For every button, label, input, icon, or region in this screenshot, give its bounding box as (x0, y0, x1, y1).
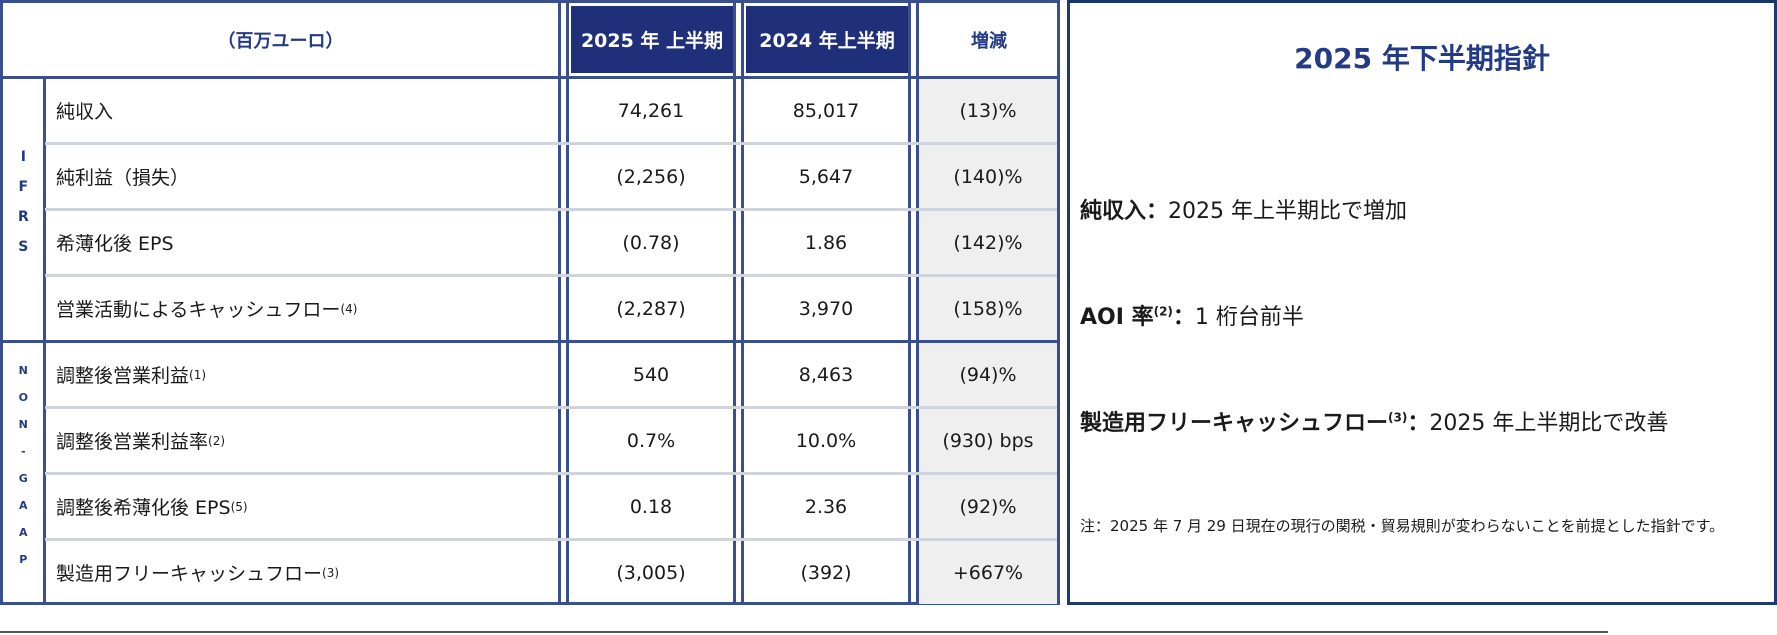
results-table: （百万ユーロ） 2025 年 上半期 2024 年上半期 増減 IFRS NON… (0, 0, 1060, 605)
nongaap-label-text: NON-GAAP (16, 364, 30, 580)
row-label: 調整後営業利益 (1) (46, 343, 558, 406)
table-row: 純収入 74,261 85,017 (13)% (3, 79, 1057, 142)
guidance-label: 純収入 (1080, 199, 1147, 224)
change-value: +667% (919, 541, 1057, 604)
current-period-value: (3,005) (616, 561, 686, 584)
change-value: (92)% (919, 475, 1057, 538)
prior-period-header: 2024 年上半期 (746, 6, 908, 73)
table-header-row: （百万ユーロ） 2025 年 上半期 2024 年上半期 増減 (3, 3, 1057, 76)
row-label-text: 調整後営業利益率 (56, 431, 209, 453)
bottom-divider (0, 631, 1608, 633)
guidance-item-aoi: AOI 率(2)：1 桁台前半 (1080, 299, 1304, 331)
row-label: 営業活動によるキャッシュフロー (4) (46, 277, 558, 340)
current-period-value: (2,287) (616, 297, 686, 320)
current-period-value: 74,261 (617, 99, 685, 122)
prior-period-value: 5,647 (798, 165, 854, 188)
guidance-text: 1 桁台前半 (1194, 305, 1304, 330)
guidance-colon: ： (1146, 199, 1169, 224)
current-period-value: 0.18 (629, 495, 673, 518)
guidance-item-revenue: 純収入：2025 年上半期比で増加 (1080, 193, 1407, 225)
change-value: (158)% (919, 277, 1057, 340)
prior-period-value: 1.86 (804, 231, 848, 254)
table-row: 調整後希薄化後 EPS (5) 0.18 2.36 (92)% (3, 475, 1057, 538)
guidance-text: 2025 年上半期比で増加 (1168, 199, 1408, 224)
current-period-value: 540 (632, 363, 670, 386)
row-label-text: 純利益（損失） (56, 167, 190, 189)
guidance-footnote: (2) (1153, 304, 1173, 319)
change-value: (94)% (919, 343, 1057, 406)
row-label-text: 製造用フリーキャッシュフロー (56, 563, 323, 585)
change-header: 増減 (971, 30, 1007, 52)
guidance-label: 製造用フリーキャッシュフロー (1080, 411, 1389, 436)
row-label-text: 営業活動によるキャッシュフロー (56, 299, 341, 321)
guidance-colon: ： (1172, 305, 1195, 330)
table-row: 製造用フリーキャッシュフロー (3) (3,005) (392) +667% (3, 541, 1057, 604)
guidance-footnote: (3) (1388, 410, 1408, 425)
row-label-text: 純収入 (56, 101, 114, 123)
current-period-value: (0.78) (622, 231, 680, 254)
unit-header: （百万ユーロ） (217, 30, 344, 52)
guidance-text: 2025 年上半期比で改善 (1429, 411, 1669, 436)
change-value: (930) bps (919, 409, 1057, 472)
ifrs-group-label: IFRS (3, 79, 43, 339)
guidance-title: 2025 年下半期指針 (1294, 42, 1550, 75)
guidance-note: 注：2025 年 7 月 29 日現在の現行の関税・貿易規則が変わらないことを前… (1080, 517, 1725, 535)
guidance-colon: ： (1407, 411, 1430, 436)
row-label: 調整後営業利益率 (2) (46, 409, 558, 472)
prior-period-value: 3,970 (798, 297, 854, 320)
row-label: 純収入 (46, 79, 558, 142)
ifrs-label-text: IFRS (15, 149, 32, 269)
guidance-label: AOI 率 (1080, 305, 1154, 330)
table-row: 営業活動によるキャッシュフロー (4) (2,287) 3,970 (158)% (3, 277, 1057, 340)
row-label: 製造用フリーキャッシュフロー (3) (46, 541, 558, 604)
row-label-text: 調整後営業利益 (56, 365, 190, 387)
change-value: (142)% (919, 211, 1057, 274)
table-row: 調整後営業利益率 (2) 0.7% 10.0% (930) bps (3, 409, 1057, 472)
table-row: 希薄化後 EPS (0.78) 1.86 (142)% (3, 211, 1057, 274)
row-label-text: 調整後希薄化後 EPS (56, 497, 231, 519)
prior-period-value: 2.36 (804, 495, 848, 518)
change-value: (140)% (919, 145, 1057, 208)
change-value: (13)% (919, 79, 1057, 142)
table-row: 調整後営業利益 (1) 540 8,463 (94)% (3, 343, 1057, 406)
guidance-item-fcf: 製造用フリーキャッシュフロー(3)：2025 年上半期比で改善 (1080, 405, 1668, 437)
row-label: 希薄化後 EPS (46, 211, 558, 274)
prior-period-value: (392) (800, 561, 852, 584)
prior-period-value: 85,017 (792, 99, 860, 122)
guidance-panel: 2025 年下半期指針 純収入：2025 年上半期比で増加 AOI 率(2)：1… (1067, 0, 1777, 605)
row-label-text: 希薄化後 EPS (56, 233, 174, 255)
current-period-value: 0.7% (626, 429, 676, 452)
current-period-value: (2,256) (616, 165, 686, 188)
row-label: 純利益（損失） (46, 145, 558, 208)
prior-period-value: 8,463 (798, 363, 854, 386)
table-row: 純利益（損失） (2,256) 5,647 (140)% (3, 145, 1057, 208)
row-label: 調整後希薄化後 EPS (5) (46, 475, 558, 538)
prior-period-value: 10.0% (795, 429, 857, 452)
nongaap-group-label: NON-GAAP (3, 342, 43, 602)
current-period-header: 2025 年 上半期 (571, 6, 733, 73)
